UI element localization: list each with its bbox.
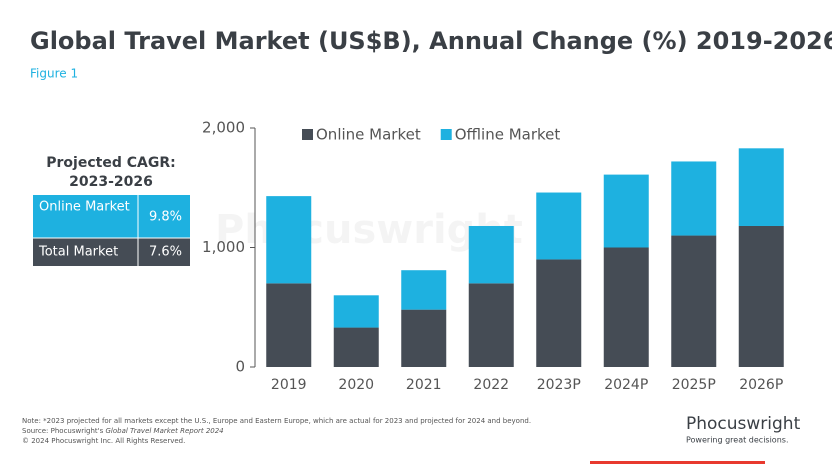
figure-label: Figure 1 <box>30 67 78 81</box>
footnote: Note: *2023 projected for all markets ex… <box>22 417 531 425</box>
x-tick-label: 2025P <box>672 377 716 393</box>
x-tick-label: 2026P <box>739 377 783 393</box>
table-cell: 9.8% <box>149 210 182 225</box>
title: Global Travel Market (US$B), Annual Chan… <box>30 27 832 55</box>
bar-segment <box>738 225 784 367</box>
table-row <box>33 238 190 266</box>
legend-label: Online Market <box>316 126 421 144</box>
bar-segment <box>671 235 717 367</box>
table-cell: Total Market <box>38 245 118 260</box>
bar-segment <box>401 270 447 310</box>
x-tick-label: 2023P <box>537 377 581 393</box>
bar-segment <box>401 309 447 367</box>
logo-tagline: Powering great decisions. <box>686 436 788 445</box>
x-tick-label: 2024P <box>604 377 648 393</box>
legend-swatch <box>302 129 313 140</box>
source: Source: Phocuswright's Global Travel Mar… <box>22 427 224 435</box>
y-tick-label: 1,000 <box>202 238 245 256</box>
y-tick-label: 0 <box>235 358 245 376</box>
legend-label: Offline Market <box>455 126 561 144</box>
bar-segment <box>266 283 312 367</box>
x-tick-label: 2022 <box>473 377 509 393</box>
table-cell: 7.6% <box>149 245 182 260</box>
bar-segment <box>468 283 514 367</box>
table-row <box>33 195 190 238</box>
table-title: 2023-2026 <box>69 174 153 190</box>
bar-segment <box>536 259 582 367</box>
y-tick-label: 2,000 <box>202 119 245 137</box>
bar-segment <box>603 247 649 367</box>
x-tick-label: 2020 <box>338 377 374 393</box>
bar-segment <box>536 192 582 260</box>
bar-segment <box>266 196 312 284</box>
x-tick-label: 2019 <box>271 377 307 393</box>
legend-swatch <box>440 129 452 140</box>
table-cell: Online Market <box>39 200 130 215</box>
logo: Phocuswright <box>686 414 801 434</box>
source-report: Global Travel Market Report 2024 <box>105 427 223 435</box>
x-tick-label: 2021 <box>406 377 442 393</box>
copyright: © 2024 Phocuswright Inc. All Rights Rese… <box>22 437 185 445</box>
bar-segment <box>333 327 379 367</box>
bar-segment <box>333 295 379 328</box>
bar-segment <box>738 148 784 226</box>
bar-segment <box>671 161 717 236</box>
source-prefix: Source: Phocuswright's <box>22 427 105 435</box>
accent-line <box>590 461 765 464</box>
bar-segment <box>603 174 649 248</box>
table-title: Projected CAGR: <box>46 155 175 171</box>
bar-segment <box>468 225 514 284</box>
